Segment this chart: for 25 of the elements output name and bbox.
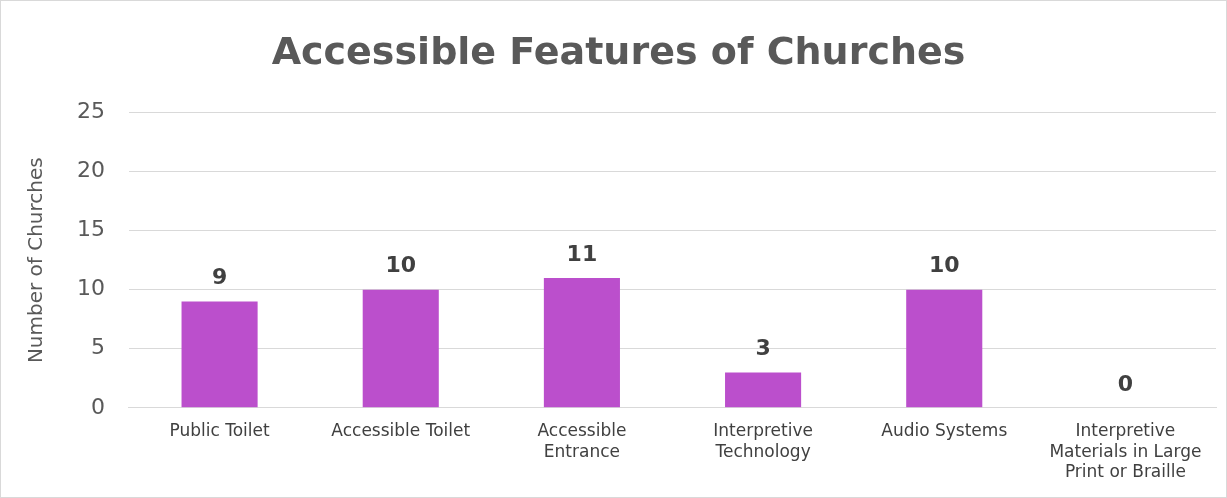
data-label: 0 — [1117, 370, 1134, 396]
bar — [543, 277, 620, 408]
bar — [362, 289, 439, 408]
x-tick-label: Audio Systems — [881, 420, 1008, 441]
x-tick-label: Interpretive Materials in Large Print or Braille — [1049, 420, 1202, 482]
y-axis-title: Number of Churches — [23, 157, 48, 364]
data-label: 3 — [755, 335, 771, 361]
x-tick-label: Interpretive Technology — [713, 420, 813, 461]
y-tick-label: 10 — [76, 275, 105, 301]
data-label: 11 — [566, 240, 598, 266]
bar — [181, 301, 258, 408]
bar — [725, 372, 802, 408]
x-tick-label: Accessible Toilet — [331, 420, 471, 441]
y-tick-label: 25 — [76, 98, 105, 124]
data-label: 9 — [211, 264, 228, 290]
y-tick-label: 15 — [76, 216, 105, 242]
y-tick-label: 0 — [90, 393, 105, 419]
y-tick-label: 20 — [76, 157, 105, 183]
x-tick-label: Public Toilet — [169, 420, 270, 441]
data-label: 10 — [928, 252, 960, 278]
x-tick-label: Accessible Entrance — [537, 420, 627, 461]
y-tick-label: 5 — [90, 334, 105, 360]
data-label: 10 — [385, 252, 417, 278]
chart-title: Accessible Features of Churches — [271, 28, 966, 73]
bar — [906, 289, 983, 408]
